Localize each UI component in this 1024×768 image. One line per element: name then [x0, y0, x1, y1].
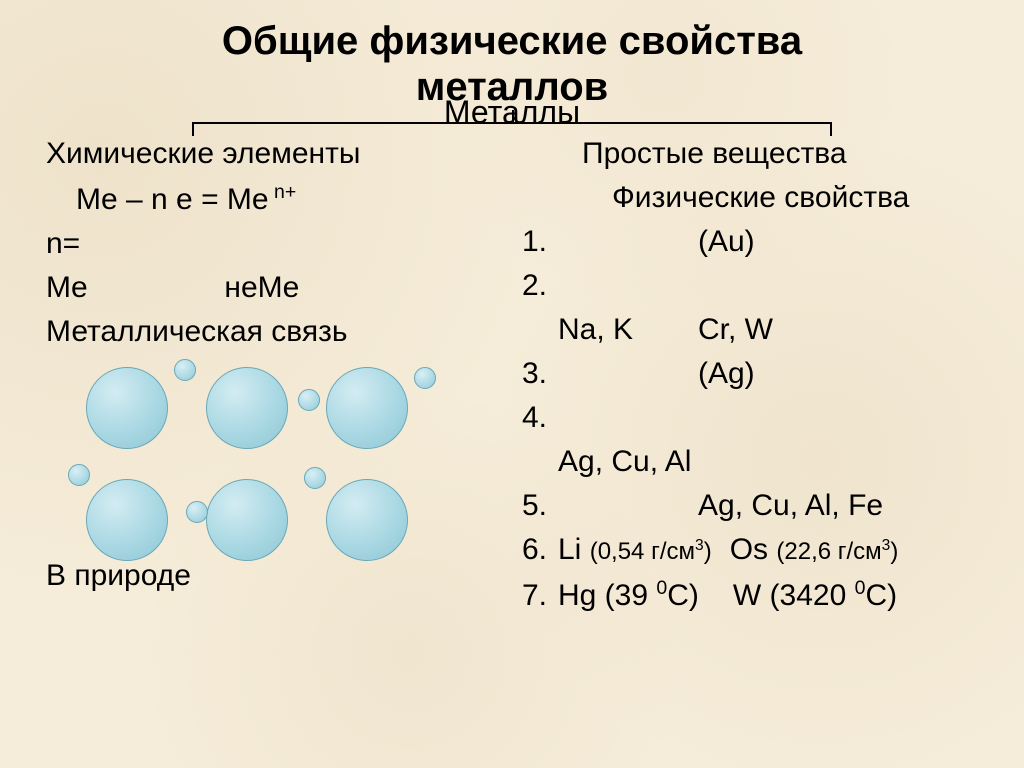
right-heading: Простые вещества [522, 137, 984, 171]
left-heading: Химические элементы [46, 137, 512, 171]
row-text-a: Ag, Cu, Al [558, 445, 698, 479]
property-row: 3. (Ag) [522, 357, 984, 391]
cation-circle [326, 367, 408, 449]
electron-circle [186, 501, 208, 523]
hg-close: C) [667, 579, 699, 612]
row-num: 3. [522, 357, 558, 391]
branch-bracket [192, 110, 832, 138]
property-row: 1. (Au) [522, 225, 984, 259]
row-text-b: Cr, W [698, 313, 773, 347]
properties-list: 1.(Au)2.Na, KCr, W3.(Ag)4.Ag, Cu, Al5.Ag… [522, 225, 984, 523]
right-column: Простые вещества Физические свойства 1. (… [512, 137, 984, 623]
num-6: 6. [522, 533, 558, 567]
num-7: 7. [522, 579, 558, 613]
row-text-b: Ag, Cu, Al, Fe [698, 489, 883, 523]
hg-sup: 0 [656, 577, 667, 599]
ionization-eq: Me – n e = Me n+ [46, 181, 512, 217]
density-line: 6. Li (0,54 г/см3) Os (22,6 г/см3) [522, 533, 984, 567]
li-close: ) [704, 538, 712, 565]
row-num: 5. [522, 489, 558, 523]
neme-label: неMe [224, 271, 299, 304]
property-row: 2. [522, 269, 984, 303]
row-text-b: (Ag) [698, 357, 755, 391]
eq-sup: n+ [269, 181, 297, 203]
title-line1: Общие физические свойства [222, 19, 802, 63]
li-el: Li [558, 533, 581, 566]
nature-label: В природе [46, 559, 191, 593]
right-sub: Физические свойства [522, 181, 984, 215]
li-sup: 3 [695, 537, 704, 554]
temp-line: 7. Hg (39 0C) W (3420 0C) [522, 577, 984, 613]
property-row: 4. [522, 401, 984, 435]
w-entry: W (3420 0C) [733, 577, 897, 613]
hg-text: Hg (39 [558, 579, 656, 612]
left-column: Химические элементы Me – n e = Me n+ n= … [40, 137, 512, 623]
cation-circle [86, 367, 168, 449]
metallic-bond-diagram [66, 359, 446, 579]
cation-circle [206, 479, 288, 561]
cation-circle [206, 367, 288, 449]
row-num: 4. [522, 401, 558, 435]
property-row: 5. Ag, Cu, Al, Fe [522, 489, 984, 523]
electron-circle [68, 464, 90, 486]
cation-circle [326, 479, 408, 561]
os-entry: Os (22,6 г/см3) [730, 533, 899, 567]
row-num: 1. [522, 225, 558, 259]
property-row: Ag, Cu, Al [522, 445, 984, 479]
electron-circle [298, 389, 320, 411]
me-label: Me [46, 271, 88, 304]
li-entry: Li (0,54 г/см3) [558, 533, 712, 567]
hg-entry: Hg (39 0C) [558, 577, 699, 613]
property-row: Na, KCr, W [522, 313, 984, 347]
row-text-b: (Au) [698, 225, 755, 259]
electron-circle [414, 367, 436, 389]
row-num: 2. [522, 269, 558, 303]
n-line: n= [46, 227, 512, 261]
me-neme-line: Me неMe [46, 271, 512, 305]
li-val: (0,54 г/см [590, 538, 695, 565]
os-val: (22,6 г/см [776, 538, 881, 565]
os-el: Os [730, 533, 768, 566]
electron-circle [174, 359, 196, 381]
electron-circle [304, 467, 326, 489]
os-close: ) [890, 538, 898, 565]
w-text: W (3420 [733, 579, 855, 612]
w-close: C) [865, 579, 897, 612]
bond-label: Металлическая связь [46, 315, 512, 349]
w-sup: 0 [855, 577, 866, 599]
cation-circle [86, 479, 168, 561]
row-text-a: Na, K [558, 313, 698, 347]
eq-lhs: Me – n e = Me [76, 183, 269, 216]
